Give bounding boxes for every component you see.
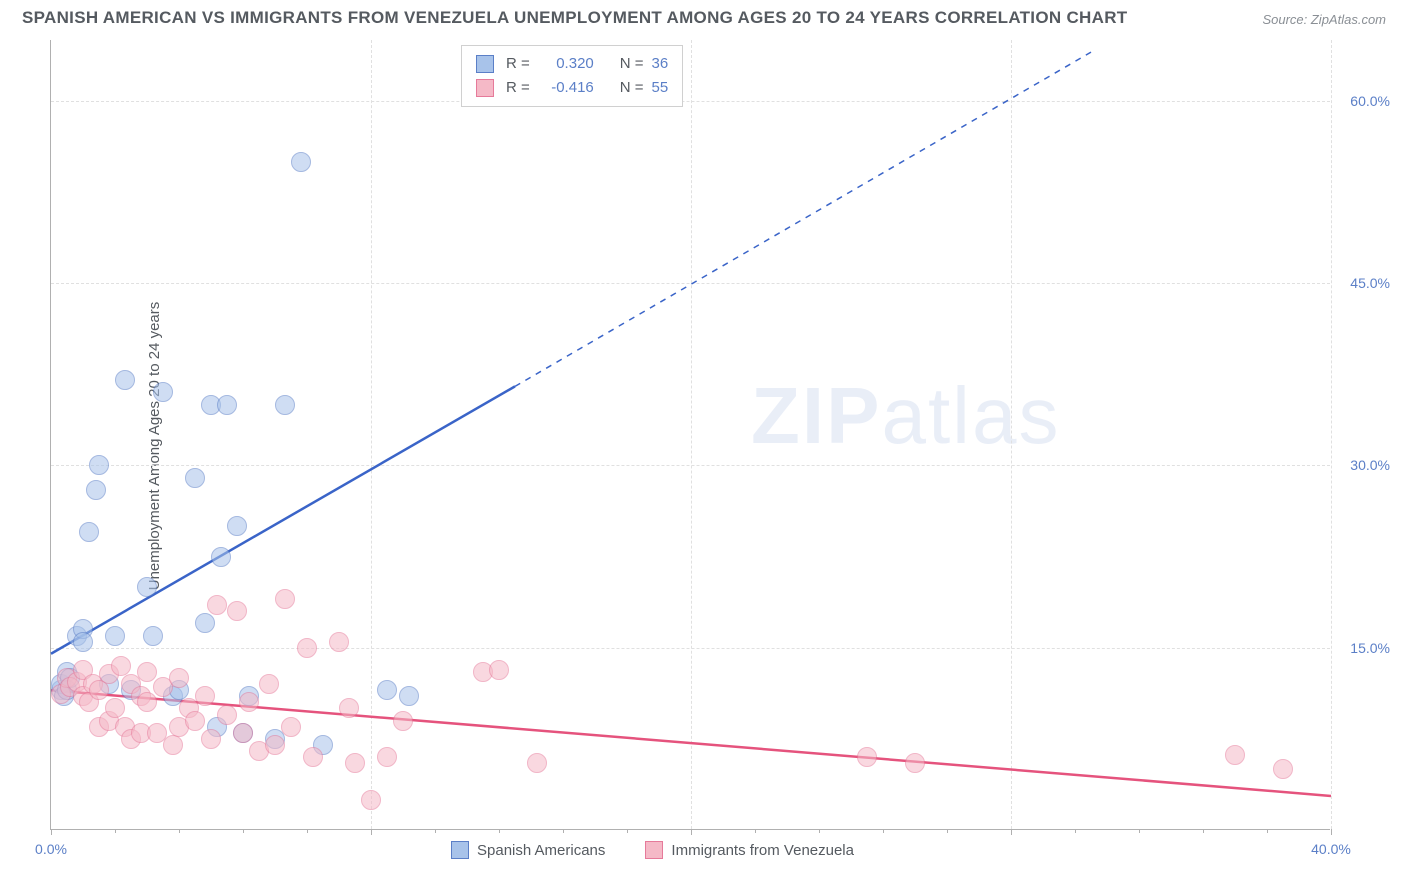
data-point-spanish [137, 577, 157, 597]
data-point-spanish [291, 152, 311, 172]
data-point-venezuela [329, 632, 349, 652]
swatch-legend-2 [645, 841, 663, 859]
data-point-spanish [73, 632, 93, 652]
data-point-venezuela [265, 735, 285, 755]
data-point-venezuela [905, 753, 925, 773]
data-point-venezuela [233, 723, 253, 743]
swatch-series-2 [476, 79, 494, 97]
legend-stats-row-2: R = -0.416 N = 55 [476, 76, 668, 100]
data-point-venezuela [361, 790, 381, 810]
data-point-venezuela [303, 747, 323, 767]
ytick-label: 15.0% [1350, 640, 1390, 656]
data-point-spanish [377, 680, 397, 700]
legend-label-1: Spanish Americans [477, 842, 605, 859]
legend-item-1: Spanish Americans [451, 841, 605, 859]
data-point-spanish [115, 370, 135, 390]
data-point-venezuela [185, 711, 205, 731]
n-label-2: N = [620, 76, 644, 100]
r-label-1: R = [506, 52, 530, 76]
data-point-venezuela [339, 698, 359, 718]
data-point-venezuela [227, 601, 247, 621]
data-point-venezuela [489, 660, 509, 680]
r-value-2: -0.416 [538, 76, 594, 100]
xtick-label: 0.0% [35, 841, 67, 857]
data-point-venezuela [857, 747, 877, 767]
data-point-spanish [399, 686, 419, 706]
trend-line-spanish [51, 386, 515, 653]
legend-series: Spanish Americans Immigrants from Venezu… [451, 841, 854, 859]
data-point-venezuela [105, 698, 125, 718]
swatch-series-1 [476, 55, 494, 73]
data-point-venezuela [1225, 745, 1245, 765]
data-point-venezuela [527, 753, 547, 773]
legend-stats: R = 0.320 N = 36 R = -0.416 N = 55 [461, 45, 683, 107]
ytick-label: 30.0% [1350, 457, 1390, 473]
data-point-venezuela [275, 589, 295, 609]
legend-stats-row-1: R = 0.320 N = 36 [476, 52, 668, 76]
data-point-venezuela [195, 686, 215, 706]
data-point-venezuela [137, 692, 157, 712]
source-label: Source: ZipAtlas.com [1262, 12, 1386, 27]
legend-item-2: Immigrants from Venezuela [645, 841, 854, 859]
data-point-venezuela [259, 674, 279, 694]
data-point-venezuela [111, 656, 131, 676]
ytick-label: 45.0% [1350, 275, 1390, 291]
xtick-label: 40.0% [1311, 841, 1351, 857]
data-point-venezuela [137, 662, 157, 682]
data-point-venezuela [1273, 759, 1293, 779]
data-point-venezuela [281, 717, 301, 737]
r-value-1: 0.320 [538, 52, 594, 76]
data-point-venezuela [201, 729, 221, 749]
data-point-spanish [217, 395, 237, 415]
data-point-spanish [105, 626, 125, 646]
data-point-spanish [153, 382, 173, 402]
n-label-1: N = [620, 52, 644, 76]
chart-title: SPANISH AMERICAN VS IMMIGRANTS FROM VENE… [22, 8, 1127, 28]
data-point-venezuela [169, 668, 189, 688]
legend-label-2: Immigrants from Venezuela [671, 842, 854, 859]
data-point-spanish [185, 468, 205, 488]
data-point-spanish [143, 626, 163, 646]
swatch-legend-1 [451, 841, 469, 859]
data-point-spanish [195, 613, 215, 633]
n-value-2: 55 [652, 76, 669, 100]
data-point-venezuela [217, 705, 237, 725]
data-point-venezuela [163, 735, 183, 755]
data-point-venezuela [207, 595, 227, 615]
plot-area: ZIPatlas R = 0.320 N = 36 R = -0.416 N =… [50, 40, 1330, 830]
data-point-spanish [86, 480, 106, 500]
data-point-venezuela [345, 753, 365, 773]
data-point-spanish [89, 455, 109, 475]
data-point-venezuela [297, 638, 317, 658]
ytick-label: 60.0% [1350, 93, 1390, 109]
data-point-spanish [211, 547, 231, 567]
n-value-1: 36 [652, 52, 669, 76]
data-point-venezuela [393, 711, 413, 731]
r-label-2: R = [506, 76, 530, 100]
data-point-venezuela [377, 747, 397, 767]
data-point-spanish [227, 516, 247, 536]
data-point-spanish [275, 395, 295, 415]
data-point-venezuela [239, 692, 259, 712]
data-point-spanish [79, 522, 99, 542]
